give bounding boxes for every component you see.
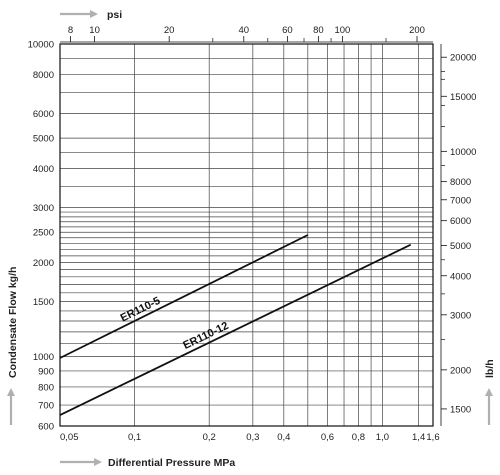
x-tick-label: 0,8 (352, 432, 365, 443)
right-tick-label: 20000 (450, 53, 476, 64)
y-tick-label: 4000 (33, 164, 54, 175)
y-tick-label: 2500 (33, 228, 54, 239)
right-tick-label: 6000 (450, 216, 471, 227)
x-axis-label: Differential Pressure MPa (108, 457, 235, 469)
right-tick-label: 5000 (450, 241, 471, 252)
right-axis-label: lb/h (484, 359, 496, 378)
top-tick-label: 80 (313, 25, 324, 36)
y-tick-label: 8000 (33, 70, 54, 81)
right-tick-label: 4000 (450, 271, 471, 282)
plot-frame (59, 43, 434, 427)
y-tick-label: 10000 (28, 40, 54, 51)
y-tick-label: 800 (38, 382, 54, 393)
y-tick-label: 1000 (33, 352, 54, 363)
x-tick-label: 0,05 (60, 432, 79, 443)
top-tick-label: 100 (334, 25, 350, 36)
right-tick-label: 15000 (450, 92, 476, 103)
tick-labels: 0,05 0,1 0,2 0,3 0,4 0,6 0,8 1,0 1,4 1,6 600 700 800… (28, 25, 477, 443)
right-tick-label: 2000 (450, 365, 471, 376)
y-tick-label: 700 (38, 401, 54, 412)
y-tick-label: 600 (38, 422, 54, 433)
top-axis-label: psi (107, 9, 122, 21)
y-tick-label: 2000 (33, 258, 54, 269)
y-tick-label: 1500 (33, 297, 54, 308)
x-tick-label: 0,6 (321, 432, 334, 443)
x-tick-label: 0,3 (246, 432, 259, 443)
top-tick-label: 40 (238, 25, 249, 36)
series-line-2 (59, 243, 412, 416)
top-tick-label: 200 (409, 25, 425, 36)
top-tick-label: 20 (164, 25, 175, 36)
x-tick-label: 0,1 (128, 432, 141, 443)
y-tick-label: 900 (38, 366, 54, 377)
right-tick-label: 3000 (450, 310, 471, 321)
x-tick-label: 1,0 (376, 432, 389, 443)
x-tick-label: 1,6 (426, 432, 439, 443)
grid-lines (59, 43, 434, 427)
x-tick-label: 0,4 (277, 432, 290, 443)
top-tick-label: 8 (68, 25, 73, 36)
x-tick-label: 0,2 (203, 432, 216, 443)
y-tick-label: 3000 (33, 203, 54, 214)
top-tick-label: 60 (282, 25, 293, 36)
top-tick-label: 10 (89, 25, 100, 36)
right-tick-label: 7000 (450, 195, 471, 206)
y-tick-label: 5000 (33, 134, 54, 145)
right-tick-label: 1500 (450, 404, 471, 415)
right-tick-label: 8000 (450, 177, 471, 188)
x-tick-label: 1,4 (412, 432, 425, 443)
y-tick-label: 6000 (33, 109, 54, 120)
y-axis-label: Condensate Flow kg/h (7, 267, 19, 378)
series-line-1 (59, 234, 309, 359)
right-tick-label: 10000 (450, 147, 476, 158)
